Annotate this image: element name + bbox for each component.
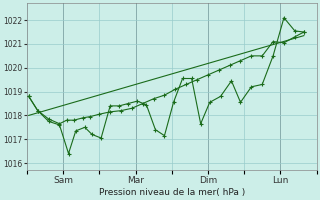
X-axis label: Pression niveau de la mer( hPa ): Pression niveau de la mer( hPa ) [99, 188, 245, 197]
